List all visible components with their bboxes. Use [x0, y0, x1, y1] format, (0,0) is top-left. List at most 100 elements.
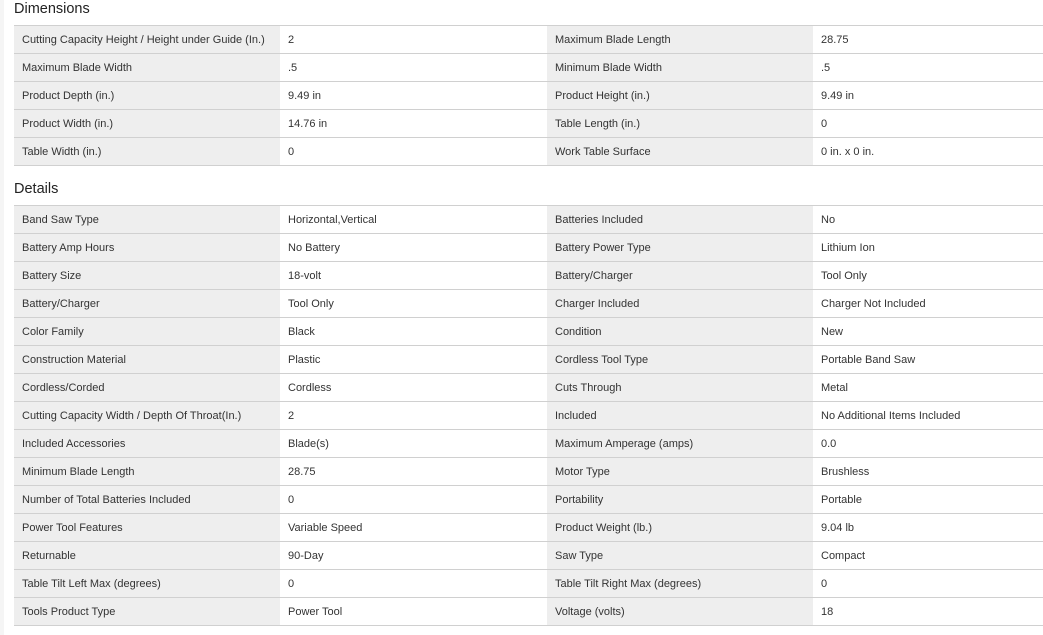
- spec-value: 0: [280, 137, 547, 166]
- spec-label: Table Width (in.): [14, 137, 280, 166]
- spec-value: Charger Not Included: [813, 289, 1043, 318]
- spec-label: Work Table Surface: [547, 137, 813, 166]
- spec-value: 9.04 lb: [813, 513, 1043, 542]
- spec-label: Returnable: [14, 541, 280, 570]
- spec-label: Product Height (in.): [547, 81, 813, 110]
- spec-value: 2: [280, 25, 547, 54]
- spec-row: Cutting Capacity Height / Height under G…: [14, 25, 1043, 54]
- spec-label: Cuts Through: [547, 373, 813, 402]
- spec-label: Condition: [547, 317, 813, 346]
- spec-value: No: [813, 205, 1043, 234]
- spec-row: Table Tilt Left Max (degrees) 0 Table Tilt…: [14, 569, 1043, 598]
- spec-value: 18-volt: [280, 261, 547, 290]
- spec-row: Band Saw Type Horizontal,Vertical Batterie…: [14, 205, 1043, 234]
- spec-label: Included: [547, 401, 813, 430]
- spec-value: Tool Only: [280, 289, 547, 318]
- dimensions-table: Cutting Capacity Height / Height under G…: [14, 25, 1043, 166]
- spec-row: Battery Size 18-volt Battery/Charger Tool O…: [14, 261, 1043, 290]
- spec-label: Product Depth (in.): [14, 81, 280, 110]
- spec-label: Motor Type: [547, 457, 813, 486]
- spec-value: Plastic: [280, 345, 547, 374]
- spec-label: Power Tool Features: [14, 513, 280, 542]
- spec-value: 14.76 in: [280, 109, 547, 138]
- spec-value: Variable Speed: [280, 513, 547, 542]
- spec-label: Product Weight (lb.): [547, 513, 813, 542]
- spec-value: 18: [813, 597, 1043, 626]
- spec-label: Portability: [547, 485, 813, 514]
- spec-label: Cutting Capacity Width / Depth Of Throat…: [14, 401, 280, 430]
- spec-value: Horizontal,Vertical: [280, 205, 547, 234]
- spec-value: Cordless: [280, 373, 547, 402]
- spec-label: Maximum Amperage (amps): [547, 429, 813, 458]
- spec-label: Cordless/Corded: [14, 373, 280, 402]
- spec-label: Charger Included: [547, 289, 813, 318]
- spec-value: Metal: [813, 373, 1043, 402]
- spec-row: Battery/Charger Tool Only Charger Included…: [14, 289, 1043, 318]
- spec-label: Table Tilt Left Max (degrees): [14, 569, 280, 598]
- spec-row: Cutting Capacity Width / Depth Of Throat…: [14, 401, 1043, 430]
- spec-label: Battery Amp Hours: [14, 233, 280, 262]
- spec-value: 0: [280, 485, 547, 514]
- spec-row: Power Tool Features Variable Speed Product…: [14, 513, 1043, 542]
- spec-label: Number of Total Batteries Included: [14, 485, 280, 514]
- spec-value: 28.75: [813, 25, 1043, 54]
- spec-label: Saw Type: [547, 541, 813, 570]
- spec-label: Color Family: [14, 317, 280, 346]
- spec-value: 9.49 in: [280, 81, 547, 110]
- spec-value: No Additional Items Included: [813, 401, 1043, 430]
- spec-value: Portable: [813, 485, 1043, 514]
- details-section: Details Band Saw Type Horizontal,Vertical…: [14, 180, 1043, 626]
- spec-value: 0: [813, 109, 1043, 138]
- spec-label: Battery/Charger: [14, 289, 280, 318]
- spec-value: 0.0: [813, 429, 1043, 458]
- spec-row: Included Accessories Blade(s) Maximum Ampe…: [14, 429, 1043, 458]
- spec-row: Number of Total Batteries Included 0 Porta…: [14, 485, 1043, 514]
- spec-value: Portable Band Saw: [813, 345, 1043, 374]
- spec-label: Cutting Capacity Height / Height under G…: [14, 25, 280, 54]
- spec-label: Voltage (volts): [547, 597, 813, 626]
- spec-value: No Battery: [280, 233, 547, 262]
- spec-row: Cordless/Corded Cordless Cuts Through Metal: [14, 373, 1043, 402]
- spec-value: Power Tool: [280, 597, 547, 626]
- spec-value: 0: [813, 569, 1043, 598]
- spec-row: Battery Amp Hours No Battery Battery Power…: [14, 233, 1043, 262]
- spec-value: New: [813, 317, 1043, 346]
- spec-value: 2: [280, 401, 547, 430]
- spec-row: Product Width (in.) 14.76 in Table Length …: [14, 109, 1043, 138]
- spec-row: Minimum Blade Length 28.75 Motor Type Brush…: [14, 457, 1043, 486]
- spec-label: Table Tilt Right Max (degrees): [547, 569, 813, 598]
- spec-label: Band Saw Type: [14, 205, 280, 234]
- spec-value: 0: [280, 569, 547, 598]
- spec-value: Black: [280, 317, 547, 346]
- spec-label: Minimum Blade Length: [14, 457, 280, 486]
- spec-label: Minimum Blade Width: [547, 53, 813, 82]
- spec-label: Tools Product Type: [14, 597, 280, 626]
- spec-label: Construction Material: [14, 345, 280, 374]
- spec-value: 0 in. x 0 in.: [813, 137, 1043, 166]
- spec-value: Blade(s): [280, 429, 547, 458]
- spec-row: Color Family Black Condition New: [14, 317, 1043, 346]
- spec-value: .5: [813, 53, 1043, 82]
- details-table: Band Saw Type Horizontal,Vertical Batterie…: [14, 205, 1043, 626]
- spec-value: Compact: [813, 541, 1043, 570]
- spec-label: Battery/Charger: [547, 261, 813, 290]
- spec-label: Product Width (in.): [14, 109, 280, 138]
- spec-row: Returnable 90-Day Saw Type Compact: [14, 541, 1043, 570]
- section-title-details: Details: [14, 181, 59, 197]
- spec-row: Construction Material Plastic Cordless Too…: [14, 345, 1043, 374]
- spec-value: Brushless: [813, 457, 1043, 486]
- spec-label: Table Length (in.): [547, 109, 813, 138]
- spec-row: Product Depth (in.) 9.49 in Product Height…: [14, 81, 1043, 110]
- section-title-dimensions: Dimensions: [14, 1, 90, 17]
- spec-row: Table Width (in.) 0 Work Table Surface 0 in…: [14, 137, 1043, 166]
- spec-value: .5: [280, 53, 547, 82]
- spec-row: Tools Product Type Power Tool Voltage (vol…: [14, 597, 1043, 626]
- spec-label: Battery Size: [14, 261, 280, 290]
- spec-label: Maximum Blade Length: [547, 25, 813, 54]
- spec-label: Batteries Included: [547, 205, 813, 234]
- spec-value: Tool Only: [813, 261, 1043, 290]
- spec-row: Maximum Blade Width .5 Minimum Blade Width…: [14, 53, 1043, 82]
- spec-value: Lithium Ion: [813, 233, 1043, 262]
- spec-label: Battery Power Type: [547, 233, 813, 262]
- spec-label: Included Accessories: [14, 429, 280, 458]
